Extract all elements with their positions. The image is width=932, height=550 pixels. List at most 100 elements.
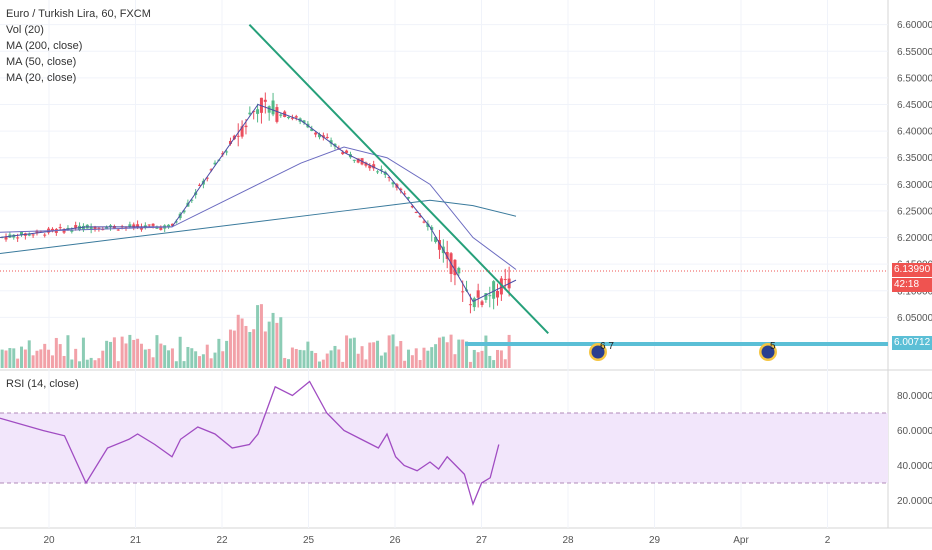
volume-bar bbox=[93, 360, 97, 368]
volume-bar bbox=[236, 314, 240, 368]
candle-body bbox=[356, 158, 360, 163]
candle-body bbox=[403, 193, 407, 195]
volume-bar bbox=[244, 325, 248, 368]
x-tick-label: 26 bbox=[389, 535, 401, 546]
volume-bar bbox=[66, 335, 70, 368]
annotations: 6 7 5 bbox=[0, 23, 888, 361]
volume-bar bbox=[476, 352, 480, 368]
volume-bar bbox=[472, 349, 476, 368]
volume-bar bbox=[383, 352, 387, 368]
candle-body bbox=[368, 165, 372, 169]
volume-bar bbox=[112, 337, 116, 368]
volume-bar bbox=[217, 338, 221, 368]
symbol-title[interactable]: Euro / Turkish Lira, 60, FXCM bbox=[6, 8, 151, 20]
volume-bar bbox=[410, 355, 414, 368]
candle-body bbox=[410, 205, 414, 208]
candle-body bbox=[325, 136, 329, 139]
volume-bar bbox=[379, 355, 383, 368]
volume-bar bbox=[50, 355, 54, 368]
volume-bar bbox=[81, 337, 85, 368]
volume-bar bbox=[58, 344, 62, 368]
candle-body bbox=[372, 164, 376, 169]
volume-bar bbox=[422, 347, 426, 368]
candle-body bbox=[476, 290, 480, 298]
volume-bar bbox=[54, 337, 58, 368]
candle-body bbox=[228, 140, 232, 144]
volume-bar bbox=[503, 359, 507, 368]
candle-body bbox=[434, 236, 438, 242]
candle-body bbox=[240, 126, 244, 137]
volume-bar bbox=[116, 361, 120, 368]
volume-bar bbox=[35, 350, 39, 368]
x-tick-label: 20 bbox=[43, 535, 55, 546]
candle-body bbox=[461, 291, 465, 293]
candle-body bbox=[116, 229, 120, 231]
chart-legend: Euro / Turkish Lira, 60, FXCM Vol (20) M… bbox=[6, 6, 151, 86]
last-price-label: 6.13990 bbox=[892, 263, 932, 277]
rsi-legend[interactable]: RSI (14, close) bbox=[6, 378, 79, 390]
candle-body bbox=[418, 215, 422, 218]
candle-body bbox=[147, 224, 151, 226]
vol-indicator-label[interactable]: Vol (20) bbox=[6, 24, 44, 36]
candle-body bbox=[31, 234, 35, 236]
candle-body bbox=[399, 188, 403, 191]
volume-bar bbox=[298, 349, 302, 368]
volume-bar bbox=[496, 349, 500, 368]
candle-body bbox=[437, 239, 441, 250]
candle-body bbox=[499, 278, 503, 295]
volume-bar bbox=[31, 355, 35, 368]
candle-body bbox=[329, 140, 333, 144]
candle-body bbox=[492, 281, 496, 299]
x-tick-label: 27 bbox=[476, 535, 488, 546]
candle-body bbox=[294, 116, 298, 118]
volume-bar bbox=[275, 322, 279, 368]
volume-bar bbox=[325, 353, 329, 368]
candle-body bbox=[271, 100, 275, 115]
candle-body bbox=[391, 182, 395, 185]
countdown-label: 42:18 bbox=[892, 278, 932, 292]
volume-bar bbox=[194, 351, 198, 368]
candle-body bbox=[430, 227, 434, 230]
candle-body bbox=[287, 116, 291, 119]
rsi-line bbox=[0, 380, 500, 506]
volume-bar bbox=[507, 334, 511, 368]
candle-body bbox=[62, 229, 66, 233]
candle-body bbox=[426, 223, 430, 227]
volume-bar bbox=[174, 361, 178, 368]
ma200-label[interactable]: MA (200, close) bbox=[6, 40, 83, 52]
volume-bar bbox=[376, 340, 380, 368]
candle-body bbox=[256, 109, 260, 114]
x-tick-label: 29 bbox=[649, 535, 661, 546]
volume-bar bbox=[209, 358, 213, 368]
volume-bar bbox=[97, 358, 101, 368]
candle-body bbox=[263, 99, 267, 102]
candle-body bbox=[379, 169, 383, 171]
candle-body bbox=[407, 197, 410, 199]
volume-bar bbox=[267, 321, 271, 368]
candle-body bbox=[267, 106, 271, 113]
ma20-label[interactable]: MA (20, close) bbox=[6, 72, 77, 84]
x-tick-label: 21 bbox=[130, 535, 142, 546]
candle-body bbox=[101, 229, 105, 231]
volume-bar bbox=[20, 346, 23, 368]
candle-body bbox=[209, 169, 213, 171]
candle-body bbox=[27, 233, 31, 236]
candle-body bbox=[190, 199, 194, 201]
rsi-tick-label: 80.0000 bbox=[897, 391, 932, 402]
x-tick-label: Apr bbox=[733, 535, 749, 546]
volume-bar bbox=[228, 329, 232, 368]
price-tick-label: 6.50000 bbox=[897, 73, 932, 84]
candle-body bbox=[151, 223, 155, 226]
candle-body bbox=[43, 234, 47, 236]
volume-bar bbox=[163, 345, 167, 368]
volume-bar bbox=[205, 344, 209, 368]
volume-bar bbox=[85, 359, 89, 368]
ma50-label[interactable]: MA (50, close) bbox=[6, 56, 77, 68]
candle-body bbox=[128, 224, 132, 227]
candle-body bbox=[20, 231, 23, 236]
volume-bar bbox=[8, 348, 12, 368]
volume-bar bbox=[182, 361, 186, 368]
volume-bar bbox=[62, 355, 66, 368]
volume-bar bbox=[248, 331, 252, 368]
